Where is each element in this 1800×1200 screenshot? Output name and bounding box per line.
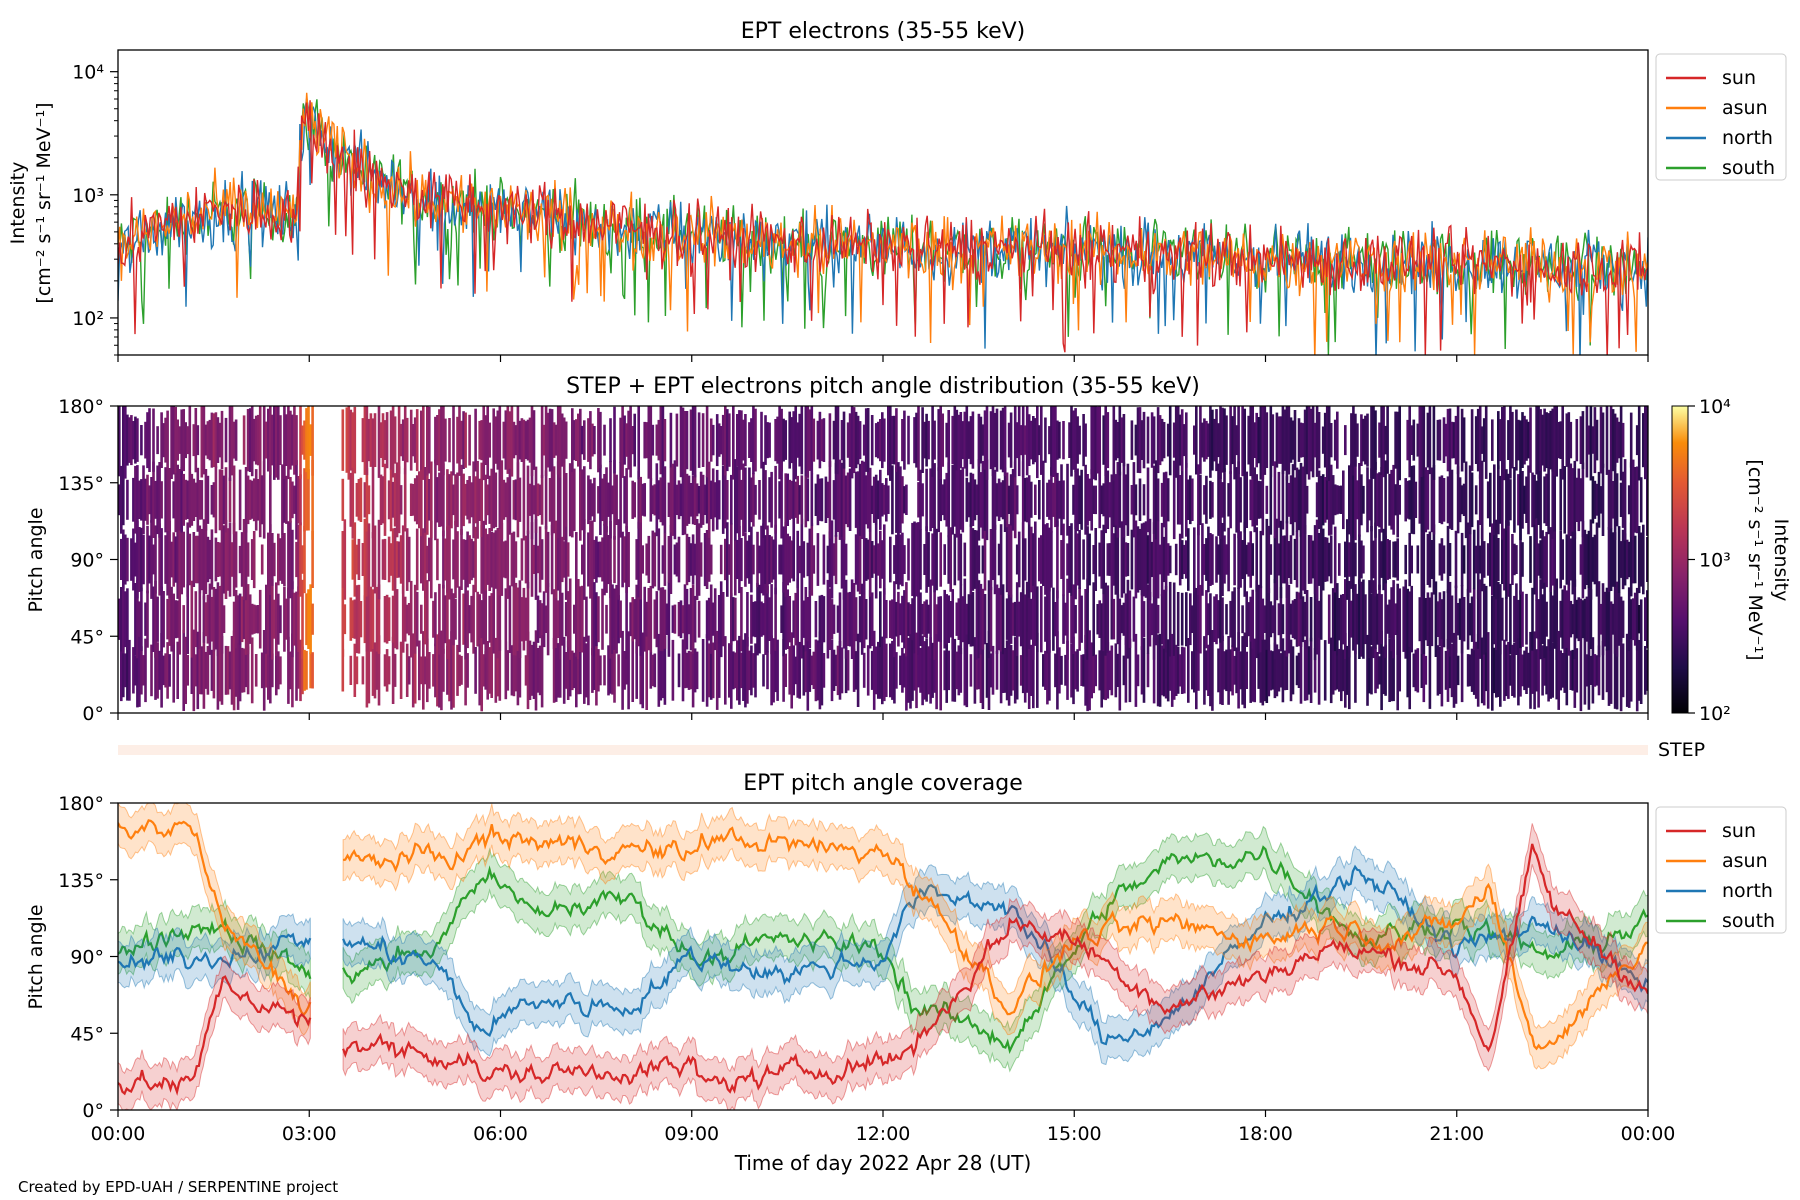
legend-intensity: sun asun north south [1655, 53, 1787, 181]
coverage-band-sun [342, 823, 1648, 1110]
panel-intensity: EPT electrons (35-55 keV) 10² 10³ 10⁴ Inte… [7, 19, 1787, 356]
colorbar-label: Intensity [1770, 519, 1792, 602]
legend-label-asun: asun [1722, 850, 1768, 872]
legend-label-sun: sun [1722, 67, 1756, 89]
legend-label-south: south [1722, 910, 1775, 932]
step-strip-label: STEP [1658, 739, 1705, 761]
coverage-ylabel: Pitch angle [25, 904, 47, 1009]
coverage-band-sun [118, 955, 311, 1110]
x-tick-label: 09:00 [664, 1123, 719, 1145]
coverage-ytick-label: 45° [70, 1023, 104, 1045]
time-x-axis: 00:00 03:00 06:00 09:00 12:00 15:00 18:00 21:00… [91, 355, 1676, 1145]
coverage-series [118, 803, 1648, 1110]
intensity-yunit: [cm⁻² s⁻¹ sr⁻¹ MeV⁻¹] [33, 102, 55, 303]
coverage-ytick-label: 0° [82, 1100, 104, 1122]
coverage-band-asun [342, 803, 1648, 1070]
panel-coverage: EPT pitch angle coverage 0° 45° 90° 135° 180… [25, 771, 1787, 1122]
legend-label-north: north [1722, 127, 1773, 149]
legend-label-south: south [1722, 157, 1775, 179]
x-tick-label: 15:00 [1047, 1123, 1102, 1145]
x-tick-label: 18:00 [1238, 1123, 1293, 1145]
coverage-line-north [342, 864, 1648, 1046]
pad-ytick-label: 135° [58, 473, 104, 495]
colorbar-tick-label: 10² [1699, 703, 1731, 725]
coverage-band-asun [118, 803, 311, 1036]
pad-ytick-label: 180° [58, 396, 104, 418]
coverage-ytick-label: 180° [58, 793, 104, 815]
x-tick-label: 12:00 [856, 1123, 911, 1145]
intensity-ytick-label: 10³ [72, 185, 104, 207]
coverage-ytick-label: 90° [70, 947, 104, 969]
legend-coverage: sun asun north south [1655, 806, 1787, 934]
coverage-band-north [118, 913, 311, 990]
intensity-ytick-label: 10⁴ [72, 62, 104, 84]
x-tick-label: 03:00 [282, 1123, 337, 1145]
pad-y-axis: 0° 45° 90° 135° 180° [58, 396, 118, 725]
x-tick-label: 00:00 [91, 1123, 146, 1145]
intensity-ytick-label: 10² [72, 308, 104, 330]
colorbar-gradient [1671, 405, 1689, 714]
colorbar-tick-label: 10⁴ [1699, 396, 1731, 418]
intensity-line-asun [118, 92, 1648, 355]
panel-intensity-title: EPT electrons (35-55 keV) [741, 19, 1026, 44]
intensity-line-sun [118, 100, 1648, 355]
intensity-series-lines [118, 92, 1648, 355]
colorbar-unit: [cm⁻² s⁻¹ sr⁻¹ MeV⁻¹] [1744, 459, 1766, 660]
pad-heatmap [118, 406, 1648, 712]
x-tick-label: 06:00 [473, 1123, 528, 1145]
coverage-line-north [118, 932, 312, 972]
step-strip: STEP [118, 739, 1705, 761]
coverage-y-axis: 0° 45° 90° 135° 180° [58, 793, 118, 1122]
coverage-line-south [342, 845, 1648, 1054]
colorbar: 10² 10³ 10⁴ Intensity [cm⁻² s⁻¹ sr⁻¹ MeV⁻¹… [1671, 396, 1792, 725]
coverage-line-sun [342, 843, 1648, 1094]
x-tick-label: 21:00 [1429, 1123, 1484, 1145]
colorbar-ticks: 10² 10³ 10⁴ [1688, 396, 1731, 725]
panel-pad: STEP + EPT electrons pitch angle distrib… [25, 374, 1792, 725]
x-tick-label: 00:00 [1621, 1123, 1676, 1145]
panel-pad-title: STEP + EPT electrons pitch angle distrib… [566, 374, 1200, 399]
legend-label-sun: sun [1722, 820, 1756, 842]
intensity-ylabel: Intensity [7, 162, 29, 245]
legend-label-north: north [1722, 880, 1773, 902]
credit-text: Created by EPD-UAH / SERPENTINE project [18, 1178, 338, 1196]
coverage-band-north [342, 845, 1648, 1066]
coverage-line-sun [118, 975, 312, 1096]
coverage-line-south [118, 916, 312, 980]
intensity-y-axis: 10² 10³ 10⁴ [72, 62, 118, 356]
coverage-line-asun [342, 824, 1648, 1051]
pad-ytick-label: 45° [70, 626, 104, 648]
coverage-line-asun [118, 819, 312, 1017]
intensity-line-south [118, 99, 1648, 355]
step-strip-bar [118, 745, 1648, 755]
panel-coverage-title: EPT pitch angle coverage [743, 771, 1023, 796]
legend-label-asun: asun [1722, 97, 1768, 119]
pad-ytick-label: 0° [82, 703, 104, 725]
pad-ylabel: Pitch angle [25, 507, 47, 612]
pad-ytick-label: 90° [70, 550, 104, 572]
coverage-ytick-label: 135° [58, 870, 104, 892]
colorbar-tick-label: 10³ [1699, 550, 1731, 572]
x-axis-label: Time of day 2022 Apr 28 (UT) [734, 1151, 1032, 1175]
